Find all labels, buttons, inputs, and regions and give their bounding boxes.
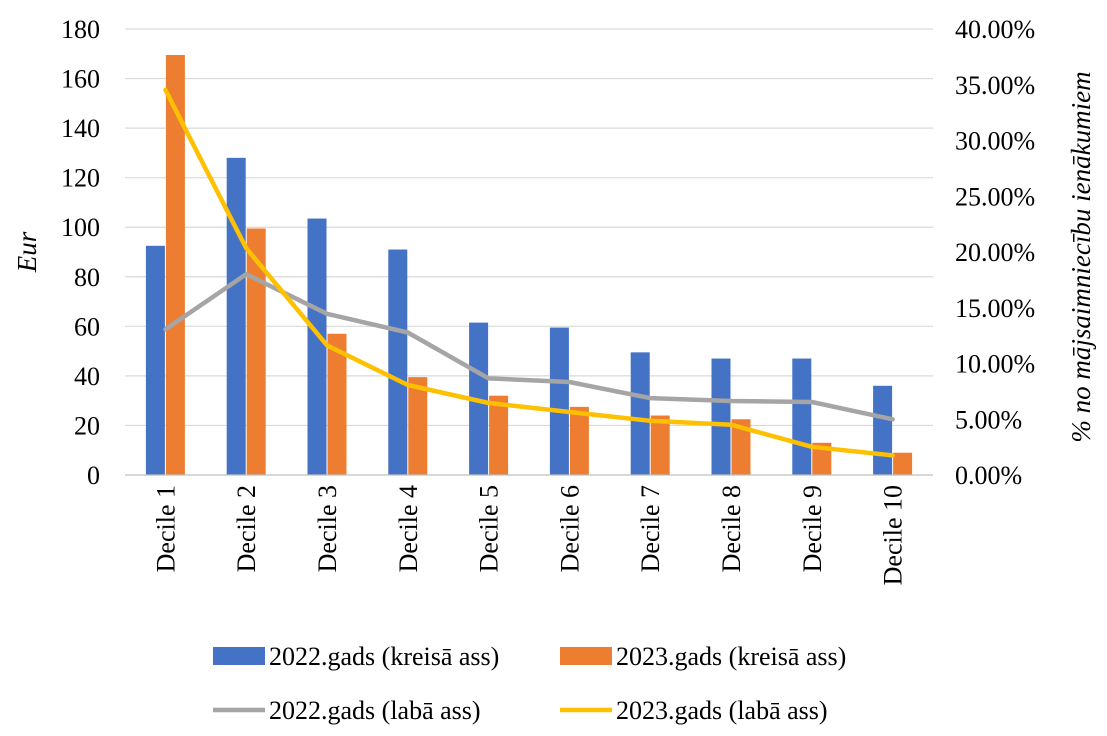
bar (711, 358, 731, 475)
y-tick-label: 100 (61, 213, 100, 242)
x-tick-label: Decile 6 (555, 485, 584, 572)
axes: 0 20 40 60 80 100 120 140 160 180 0.00% 5.00% 10.00%… (61, 15, 1035, 585)
bar (388, 249, 408, 475)
y2-tick-label: 40.00% (955, 15, 1035, 44)
x-tick-label: Decile 8 (717, 485, 746, 572)
y2-tick-label: 35.00% (955, 71, 1035, 100)
bar (327, 333, 347, 475)
y-tick-label: 0 (87, 461, 100, 490)
y2-tick-label: 25.00% (955, 182, 1035, 211)
bar (165, 55, 185, 476)
y2-tick-label: 30.00% (955, 127, 1035, 156)
bar (812, 442, 832, 475)
line-series-layer (163, 87, 895, 458)
bar (630, 352, 650, 475)
legend-swatch (560, 647, 612, 665)
bar (873, 385, 893, 475)
x-tick-label: Decile 4 (394, 485, 423, 572)
y2-tick-label: 5.00% (955, 405, 1022, 434)
bar (569, 406, 589, 475)
series-line (163, 87, 895, 458)
y2-tick-label: 10.00% (955, 350, 1035, 379)
bar (650, 415, 670, 475)
y2-tick-label: 20.00% (955, 238, 1035, 267)
bar (246, 228, 266, 475)
x-tick-label: Decile 7 (636, 485, 665, 572)
series-line (163, 271, 895, 422)
bar (145, 245, 165, 475)
gridlines (125, 28, 933, 427)
x-tick-label: Decile 10 (879, 485, 908, 585)
x-tick-label: Decile 9 (798, 485, 827, 572)
y2-axis-title: % no mājsaimniecību ienākumiem (1066, 71, 1096, 442)
y-tick-label: 60 (74, 312, 100, 341)
y-tick-label: 120 (61, 164, 100, 193)
legend-label: 2023.gads (kreisā ass) (616, 642, 846, 671)
x-tick-label: Decile 2 (232, 485, 261, 572)
bar (307, 218, 327, 476)
legend-label: 2023.gads (labā ass) (616, 696, 828, 725)
bar (731, 419, 751, 475)
x-tick-label: Decile 1 (151, 485, 180, 572)
bar (549, 327, 569, 475)
legend-label: 2022.gads (labā ass) (269, 696, 481, 725)
y-tick-label: 180 (61, 15, 100, 44)
legend-label: 2022.gads (kreisā ass) (269, 642, 499, 671)
y-axis-title: Eur (12, 231, 42, 273)
bar (893, 452, 913, 475)
bar (489, 395, 509, 475)
y-tick-label: 20 (74, 411, 100, 440)
y-tick-label: 140 (61, 114, 100, 143)
x-tick-label: Decile 3 (313, 485, 342, 572)
bar (792, 358, 812, 475)
legend-swatch (213, 647, 265, 665)
bar (226, 157, 246, 475)
y-tick-label: 80 (74, 263, 100, 292)
y-tick-label: 160 (61, 65, 100, 94)
x-tick-label: Decile 5 (475, 485, 504, 572)
legend: 2022.gads (kreisā ass) 2023.gads (kreisā … (213, 642, 846, 725)
y-tick-label: 40 (74, 362, 100, 391)
bar-series-layer (145, 55, 913, 476)
y2-tick-label: 0.00% (955, 461, 1022, 490)
y2-tick-label: 15.00% (955, 294, 1035, 323)
bar (408, 377, 428, 475)
